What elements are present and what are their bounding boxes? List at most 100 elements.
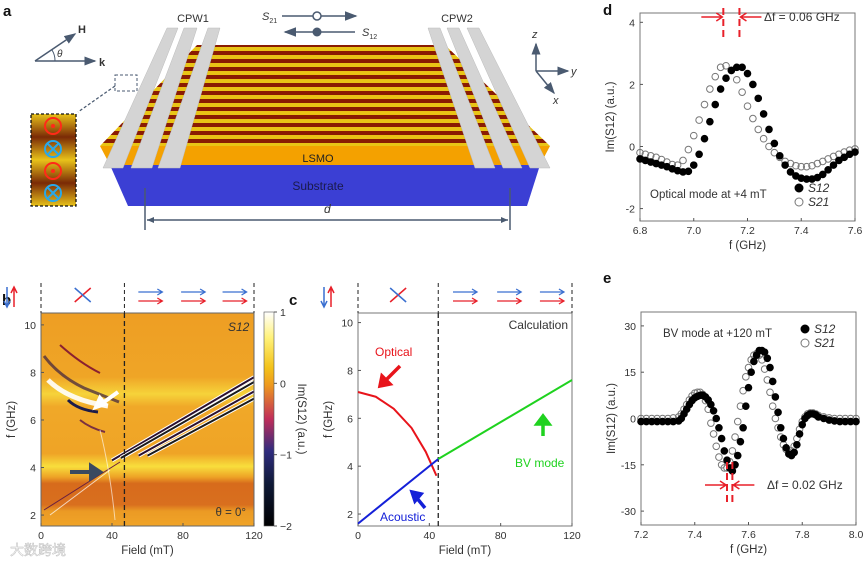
- parallel-spin-blue-icon: [497, 288, 523, 296]
- s21-var: S: [262, 11, 270, 23]
- s21-label: S21: [262, 11, 277, 25]
- y-tick-label: 6: [30, 415, 36, 427]
- delta-left-arrow-icon: [705, 480, 728, 490]
- s21-arrow: S21: [262, 11, 358, 25]
- data-point-s21: [709, 430, 718, 438]
- data-point-s12: [768, 377, 777, 386]
- colorbar-tick-label: −2: [280, 521, 292, 533]
- x-tick-label: 7.2: [634, 529, 649, 541]
- x-tick-label: 80: [177, 530, 189, 542]
- data-point-s12: [771, 393, 780, 401]
- y-axis-label: Im(S12) (a.u.): [605, 81, 617, 152]
- plot-title-calculation: Calculation: [509, 318, 568, 332]
- data-point-s12: [717, 434, 726, 443]
- panel-label-e: e: [603, 270, 611, 287]
- data-point-s12: [722, 74, 730, 82]
- data-point-s21: [716, 63, 725, 72]
- data-point-s12: [750, 357, 758, 366]
- data-point-s12: [765, 125, 773, 134]
- spin-up-arrow-icon: [327, 285, 335, 307]
- x-tick-label: 8.0: [849, 529, 864, 541]
- data-point-s12: [829, 161, 838, 169]
- bv-arrow-icon: [533, 413, 553, 436]
- legend-marker-s12: [794, 183, 804, 193]
- legend-label-s21: S21: [808, 195, 829, 209]
- x-axis-label: Field (mT): [439, 545, 492, 557]
- data-point-s21: [759, 134, 768, 143]
- data-point-s21: [738, 88, 746, 96]
- y-tick-label: -2: [626, 204, 635, 216]
- data-point-s12: [770, 139, 779, 148]
- legend-label-s21: S21: [814, 336, 835, 350]
- axis-x-label: x: [552, 95, 559, 107]
- data-point-s12: [790, 448, 798, 457]
- distance-indicator: d: [144, 188, 511, 230]
- parallel-spin-red-icon: [181, 297, 207, 305]
- watermark: 大数跨境: [10, 542, 66, 558]
- colorbar-label: Im(S12) (a.u.): [295, 384, 307, 455]
- mode-annotation: Optical mode at +4 mT: [650, 189, 767, 201]
- data-point-s21: [715, 453, 723, 461]
- parallel-spin-blue-icon: [222, 288, 248, 296]
- data-point-s12: [747, 368, 755, 376]
- data-point-s21: [743, 102, 752, 110]
- data-point-s12: [684, 167, 693, 176]
- data-point-s21: [766, 388, 774, 397]
- x-tick-label: 40: [106, 530, 118, 542]
- dispersion-line: [111, 376, 254, 462]
- spin-down-arrow-icon: [3, 287, 11, 309]
- data-point-s12: [712, 414, 721, 423]
- data-point-s12: [776, 423, 785, 432]
- legend-marker-s21: [794, 197, 804, 207]
- data-point-s21: [802, 162, 811, 171]
- data-point-s21: [768, 402, 777, 410]
- panel-d-optical-mode: 6.8 7.0 7.2 7.4 7.6 -2 0 2 4 f (GHz) Im(S12) (a.u.…: [605, 8, 862, 252]
- data-point-s21: [722, 61, 730, 70]
- x-tick-label: 7.2: [740, 225, 755, 237]
- plot-title-s12: S12: [228, 320, 250, 334]
- data-point-s12: [818, 170, 827, 179]
- domain-inset: [30, 74, 138, 207]
- data-point-s12: [716, 85, 725, 93]
- data-point-s21: [707, 419, 715, 427]
- series-line-optical: [357, 391, 438, 477]
- legend-label-s12: S12: [808, 181, 830, 195]
- data-point-s12: [798, 420, 807, 429]
- acoustic-arrow-icon: [409, 489, 427, 510]
- x-tick-label: 7.8: [795, 529, 810, 541]
- angle-label: θ: [57, 49, 63, 60]
- data-point-s21: [732, 75, 741, 84]
- y-axis-label: f (GHz): [323, 401, 335, 438]
- colorbar-tick-label: 1: [280, 307, 286, 319]
- data-point-s12: [781, 161, 789, 169]
- cpw2-label: CPW2: [441, 13, 473, 25]
- x-tick-label: 80: [495, 530, 507, 542]
- data-point-s21: [712, 442, 721, 451]
- axis-z-label: z: [531, 29, 538, 41]
- data-point-s21: [797, 162, 806, 171]
- field-angle-diagram: θ H k: [34, 24, 106, 69]
- y-tick-label: 4: [30, 463, 36, 475]
- data-point-s12: [824, 165, 832, 174]
- data-point-s12: [695, 150, 703, 159]
- y-tick-label: 8: [347, 365, 353, 377]
- s21-sub: 21: [269, 18, 277, 25]
- parallel-spin-red-icon: [497, 297, 523, 305]
- data-point-s21: [742, 373, 750, 381]
- panel-e-bv-mode: 7.2 7.4 7.6 7.8 8.0 -30 -15 0 15 30 f (GHz) Im(S12)…: [606, 311, 864, 556]
- coordinate-axes: z y x: [531, 29, 578, 107]
- parallel-spin-red-icon: [539, 297, 566, 305]
- data-point-s12: [707, 400, 715, 409]
- data-point-s12: [766, 363, 774, 372]
- data-point-s12: [739, 423, 747, 432]
- data-point-s21: [700, 100, 709, 109]
- data-point-s12: [774, 408, 782, 417]
- substrate-label: Substrate: [292, 179, 344, 193]
- canted-spin-blue-icon: [74, 287, 92, 303]
- parallel-spin-blue-icon: [539, 288, 566, 296]
- x-tick-label: 120: [245, 530, 263, 542]
- data-point-s12: [742, 402, 750, 410]
- delta-right-arrow-icon: [739, 12, 762, 22]
- data-point-s12: [754, 94, 763, 103]
- y-tick-label: 0: [630, 414, 636, 426]
